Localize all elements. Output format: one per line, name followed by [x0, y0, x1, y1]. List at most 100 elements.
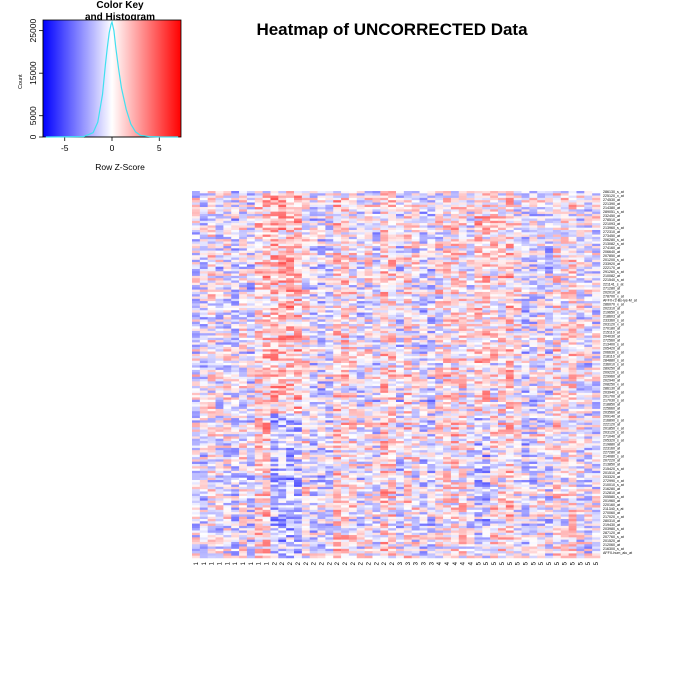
heatmap-cell: [458, 376, 467, 380]
heatmap-cell: [396, 360, 405, 364]
heatmap-cell: [372, 287, 381, 290]
heatmap-cell: [427, 275, 436, 279]
heatmap-cell: [545, 191, 554, 194]
heatmap-cell: [286, 218, 295, 222]
heatmap-cell: [356, 326, 365, 329]
heatmap-cell: [262, 191, 271, 194]
heatmap-cell: [333, 333, 342, 336]
heatmap-cell: [513, 259, 522, 263]
heatmap-cell: [192, 388, 201, 391]
heatmap-cell: [537, 218, 546, 222]
heatmap-cell: [545, 229, 554, 233]
heatmap-cell: [427, 202, 436, 206]
heatmap-cell: [545, 266, 554, 270]
heatmap-cell: [537, 195, 546, 199]
heatmap-cell: [450, 246, 460, 249]
heatmap-cell: [262, 291, 271, 295]
heatmap-cell: [498, 294, 507, 297]
heatmap-cell: [388, 301, 397, 304]
heatmap-cell: [435, 358, 444, 361]
heatmap-cell: [513, 280, 522, 283]
heatmap-cell: [419, 358, 428, 361]
heatmap-cell: [223, 246, 232, 249]
heatmap-cell: [246, 363, 256, 366]
heatmap-cell: [568, 395, 577, 398]
heatmap-cell: [348, 397, 358, 400]
heatmap-cell: [246, 388, 256, 391]
heatmap-cell: [466, 250, 475, 254]
heatmap-cell: [450, 257, 460, 261]
heatmap-cell: [521, 218, 530, 222]
heatmap-cell: [239, 358, 248, 361]
heatmap-cell: [521, 390, 530, 394]
heatmap-cell: [443, 344, 452, 348]
heatmap-cell: [380, 326, 389, 329]
heatmap-cell: [239, 399, 248, 403]
heatmap-cell: [364, 351, 373, 355]
heatmap-cell: [592, 197, 601, 201]
heatmap-cell: [215, 259, 224, 263]
heatmap-cell: [356, 404, 365, 407]
heatmap-cell: [435, 367, 444, 371]
heatmap-cell: [435, 248, 444, 251]
heatmap-cell: [388, 358, 397, 361]
heatmap-cell: [396, 321, 405, 325]
heatmap-cell: [396, 193, 405, 196]
heatmap-cell: [294, 262, 303, 265]
heatmap-cell: [427, 207, 436, 210]
heatmap-cell: [294, 250, 303, 254]
heatmap-cell: [592, 285, 601, 288]
heatmap-cell: [427, 234, 436, 238]
heatmap-cell: [427, 388, 436, 391]
heatmap-cell: [552, 243, 562, 247]
heatmap-cell: [560, 216, 569, 219]
heatmap-cell: [450, 282, 460, 286]
heatmap-cell: [262, 273, 271, 277]
heatmap-cell: [443, 252, 452, 256]
heatmap-cell: [419, 307, 428, 311]
heatmap-cell: [294, 335, 303, 339]
heatmap-cell: [498, 211, 507, 215]
heatmap-cell: [254, 197, 263, 201]
heatmap-cell: [521, 264, 530, 267]
heatmap-cell: [443, 275, 452, 279]
heatmap-cell: [482, 218, 491, 222]
heatmap-cell: [192, 264, 201, 267]
heatmap-cell: [333, 227, 342, 231]
heatmap-cell: [529, 296, 538, 300]
heatmap-cell: [443, 280, 452, 283]
heatmap-cell: [435, 234, 444, 238]
heatmap-cell: [246, 236, 256, 240]
heatmap-cell: [286, 360, 295, 364]
heatmap-cell: [419, 372, 428, 375]
heatmap-cell: [568, 365, 577, 368]
heatmap-cell: [584, 381, 593, 384]
heatmap-cell: [505, 328, 514, 332]
heatmap-cell: [482, 310, 491, 313]
heatmap-cell: [466, 301, 475, 304]
heatmap-cell: [380, 330, 389, 334]
heatmap-cell: [262, 326, 271, 329]
heatmap-cell: [262, 246, 271, 249]
heatmap-cell: [505, 360, 514, 364]
heatmap-cell: [341, 358, 350, 361]
heatmap-cell: [223, 365, 232, 368]
heatmap-cell: [364, 408, 373, 412]
heatmap-cell: [223, 388, 232, 391]
heatmap-cell: [364, 234, 373, 238]
heatmap-cell: [537, 399, 546, 403]
heatmap-cell: [537, 349, 546, 352]
heatmap-cell: [341, 404, 350, 407]
heatmap-cell: [490, 291, 499, 295]
heatmap-cell: [490, 312, 499, 316]
heatmap-cell: [474, 335, 483, 339]
heatmap-cell: [560, 193, 569, 196]
heatmap-cell: [317, 402, 326, 405]
heatmap-cell: [427, 239, 436, 242]
heatmap-cell: [403, 307, 412, 311]
heatmap-cell: [286, 385, 295, 389]
heatmap-cell: [466, 317, 475, 320]
heatmap-cell: [521, 363, 530, 366]
heatmap-cell: [246, 358, 256, 361]
heatmap-cell: [231, 385, 240, 389]
